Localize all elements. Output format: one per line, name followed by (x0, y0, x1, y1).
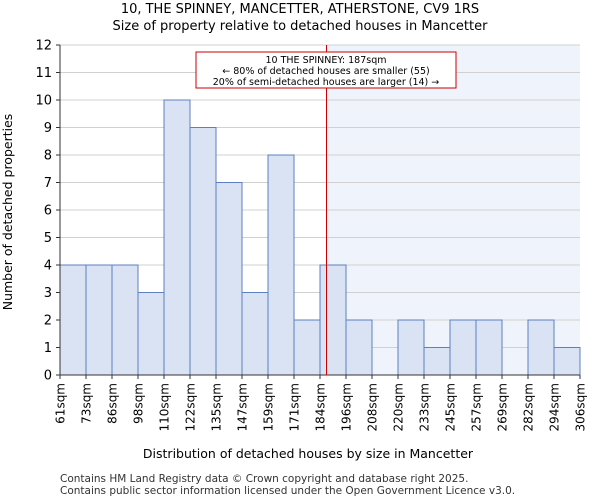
bar (553, 347, 581, 376)
bar (111, 264, 139, 376)
x-tick-label: 110sqm (158, 383, 172, 431)
bar (189, 127, 217, 376)
bar (449, 319, 477, 376)
bar (163, 99, 191, 376)
bar (345, 319, 373, 376)
x-tick-label: 122sqm (184, 383, 198, 431)
x-tick-label: 269sqm (496, 383, 510, 431)
x-tick-label: 257sqm (470, 383, 484, 431)
bar (241, 292, 269, 376)
bar (527, 319, 555, 376)
x-tick-label: 184sqm (314, 383, 328, 431)
x-tick-label: 233sqm (418, 383, 432, 431)
x-tick-label: 61sqm (54, 383, 68, 424)
bar (423, 347, 451, 376)
y-tick-label: 8 (44, 149, 52, 164)
x-tick-label: 73sqm (80, 383, 94, 424)
y-tick-label: 5 (44, 231, 52, 246)
y-tick-label: 7 (44, 176, 52, 191)
x-tick-label: 86sqm (106, 383, 120, 424)
bar (85, 264, 113, 376)
y-tick-label: 10 (35, 94, 52, 109)
x-axis-title: Distribution of detached houses by size … (143, 446, 474, 461)
footer-line-1: Contains HM Land Registry data © Crown c… (60, 473, 469, 485)
x-tick-label: 147sqm (236, 383, 250, 431)
y-tick-label: 1 (44, 341, 52, 356)
y-tick-label: 0 (44, 369, 52, 384)
y-tick-label: 6 (44, 204, 52, 219)
annotation-line: ← 80% of detached houses are smaller (55… (222, 66, 429, 77)
x-tick-label: 294sqm (548, 383, 562, 431)
x-tick-label: 306sqm (574, 383, 588, 431)
bar (59, 264, 87, 376)
bar (215, 182, 243, 376)
x-tick-label: 98sqm (132, 383, 146, 424)
bar (319, 264, 347, 376)
footer-line-2: Contains public sector information licen… (60, 485, 516, 497)
x-tick-label: 196sqm (340, 383, 354, 431)
bar (137, 292, 165, 376)
y-axis-title: Number of detached properties (0, 114, 15, 311)
annotation-box (195, 51, 457, 89)
x-tick-label: 282sqm (522, 383, 536, 431)
y-tick-label: 3 (44, 286, 52, 301)
bar (475, 319, 503, 376)
bar (293, 319, 321, 376)
y-tick-label: 2 (44, 314, 52, 329)
x-tick-label: 135sqm (210, 383, 224, 431)
bar (267, 154, 295, 376)
y-tick-label: 9 (44, 121, 52, 136)
bar (397, 319, 425, 376)
annotation-line: 10 THE SPINNEY: 187sqm (266, 55, 387, 66)
x-tick-label: 171sqm (288, 383, 302, 431)
chart-subtitle: Size of property relative to detached ho… (112, 19, 488, 34)
chart-title: 10, THE SPINNEY, MANCETTER, ATHERSTONE, … (120, 2, 480, 17)
annotation-line: 20% of semi-detached houses are larger (… (213, 77, 440, 88)
y-tick-label: 4 (44, 259, 52, 274)
y-tick-label: 12 (35, 39, 52, 54)
y-tick-label: 11 (35, 66, 52, 81)
x-tick-label: 208sqm (366, 383, 380, 431)
x-tick-label: 245sqm (444, 383, 458, 431)
x-tick-label: 159sqm (262, 383, 276, 431)
x-tick-label: 220sqm (392, 383, 406, 431)
